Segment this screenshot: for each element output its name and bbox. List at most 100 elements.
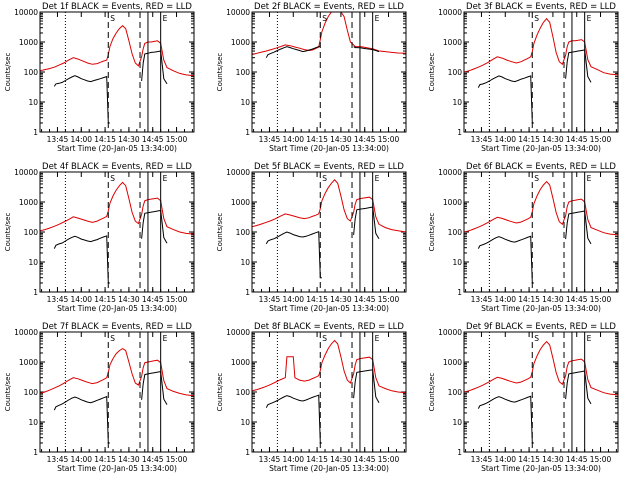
x-tick-label: 14:30 [118, 135, 140, 144]
y-tick-label: 10000 [14, 8, 38, 17]
x-tick-label: 14:30 [118, 295, 140, 304]
y-tick-label: 1 [33, 128, 38, 137]
x-tick-label: 14:45 [142, 295, 164, 304]
plot-frame [39, 11, 195, 133]
marker-label: S [110, 334, 115, 343]
marker-label: E [587, 174, 592, 183]
x-tick-label: 14:45 [354, 295, 376, 304]
y-tick-label: 1000 [231, 198, 250, 207]
x-tick-label: 15:00 [378, 135, 400, 144]
x-tick-label: 14:15 [306, 455, 328, 464]
marker-label: S [534, 334, 539, 343]
x-tick-label: 14:00 [494, 295, 516, 304]
marker-label: S [322, 14, 327, 23]
panel-det-5: Det 5f BLACK = Events, RED = LLD Counts/s… [216, 162, 407, 313]
panel-title: Det 9f BLACK = Events, RED = LLD [466, 322, 616, 332]
x-axis-label: Start Time (20-Jan-05 13:34:00) [481, 464, 601, 473]
x-tick-label: 14:00 [282, 135, 304, 144]
y-tick-label: 1000 [19, 198, 38, 207]
y-tick-label: 10 [452, 258, 462, 267]
panel-title: Det 2f BLACK = Events, RED = LLD [254, 2, 404, 12]
x-tick-label: 15:00 [378, 295, 400, 304]
plot-frame [39, 171, 195, 293]
plot-frame [463, 331, 619, 453]
x-tick-label: 13:45 [471, 455, 493, 464]
marker-label: S [110, 14, 115, 23]
series-line-events [53, 209, 168, 284]
x-tick-label: 14:15 [518, 295, 540, 304]
x-axis-label: Start Time (20-Jan-05 13:34:00) [481, 304, 601, 313]
x-axis-label: Start Time (20-Jan-05 13:34:00) [269, 464, 389, 473]
y-tick-label: 1000 [231, 38, 250, 47]
series-line-events [53, 50, 168, 124]
y-tick-label: 10000 [14, 168, 38, 177]
panel-title: Det 5f BLACK = Events, RED = LLD [254, 162, 404, 172]
x-tick-label: 14:30 [330, 295, 352, 304]
y-tick-label: 100 [448, 388, 463, 397]
y-axis-label: Counts/sec [4, 373, 12, 412]
series-line-lld [39, 181, 195, 235]
x-tick-label: 14:30 [542, 295, 564, 304]
panel-title: Det 3f BLACK = Events, RED = LLD [466, 2, 616, 12]
x-tick-label: 14:15 [518, 455, 540, 464]
y-tick-label: 10 [28, 258, 38, 267]
x-tick-label: 15:00 [590, 295, 612, 304]
series-line-lld [39, 348, 195, 397]
series-line-events [265, 206, 380, 279]
y-tick-label: 10 [240, 258, 250, 267]
marker-label: E [587, 14, 592, 23]
y-tick-label: 10000 [226, 168, 250, 177]
y-axis-label: Counts/sec [428, 373, 436, 412]
x-tick-label: 13:45 [259, 295, 281, 304]
x-axis-label: Start Time (20-Jan-05 13:34:00) [269, 304, 389, 313]
y-tick-label: 10000 [438, 8, 462, 17]
x-tick-label: 13:45 [47, 455, 69, 464]
marker-label: E [163, 334, 168, 343]
y-tick-label: 10 [452, 418, 462, 427]
series-line-events [53, 371, 168, 444]
y-tick-label: 100 [448, 228, 463, 237]
marker-label: S [322, 174, 327, 183]
marker-label: S [534, 14, 539, 23]
x-tick-label: 14:30 [118, 455, 140, 464]
panel-det-3: Det 3f BLACK = Events, RED = LLD Counts/s… [428, 2, 619, 153]
marker-label: S [110, 174, 115, 183]
x-tick-label: 14:15 [94, 295, 116, 304]
panel-det-8: Det 8f BLACK = Events, RED = LLD Counts/s… [216, 322, 407, 473]
y-tick-label: 10000 [226, 328, 250, 337]
y-tick-label: 1 [33, 288, 38, 297]
x-tick-label: 13:45 [47, 295, 69, 304]
y-axis-label: Counts/sec [216, 213, 224, 252]
x-tick-label: 14:30 [542, 135, 564, 144]
x-tick-label: 14:00 [494, 135, 516, 144]
marker-label: E [587, 334, 592, 343]
y-tick-label: 10000 [438, 168, 462, 177]
y-tick-label: 1 [245, 448, 250, 457]
panel-title: Det 8f BLACK = Events, RED = LLD [254, 322, 404, 332]
y-tick-label: 100 [236, 68, 251, 77]
series-line-lld [463, 340, 619, 396]
panel-title: Det 6f BLACK = Events, RED = LLD [466, 162, 616, 172]
panel-title: Det 7f BLACK = Events, RED = LLD [42, 322, 192, 332]
marker-label: E [163, 174, 168, 183]
marker-label: S [534, 174, 539, 183]
x-tick-label: 14:00 [70, 455, 92, 464]
y-tick-label: 1 [457, 448, 462, 457]
x-axis-label: Start Time (20-Jan-05 13:34:00) [269, 144, 389, 153]
x-tick-label: 14:00 [494, 455, 516, 464]
x-tick-label: 14:15 [94, 455, 116, 464]
marker-label: E [375, 174, 380, 183]
y-tick-label: 100 [24, 388, 39, 397]
series-line-lld [463, 17, 619, 76]
y-tick-label: 1000 [443, 358, 462, 367]
x-tick-label: 14:45 [566, 295, 588, 304]
series-line-lld [39, 25, 195, 77]
y-tick-label: 10000 [14, 328, 38, 337]
plot-frame [463, 11, 619, 133]
x-tick-label: 14:45 [354, 455, 376, 464]
panel-det-7: Det 7f BLACK = Events, RED = LLD Counts/s… [4, 322, 195, 473]
series-line-lld [463, 180, 619, 236]
x-tick-label: 14:30 [330, 455, 352, 464]
y-tick-label: 1000 [231, 358, 250, 367]
